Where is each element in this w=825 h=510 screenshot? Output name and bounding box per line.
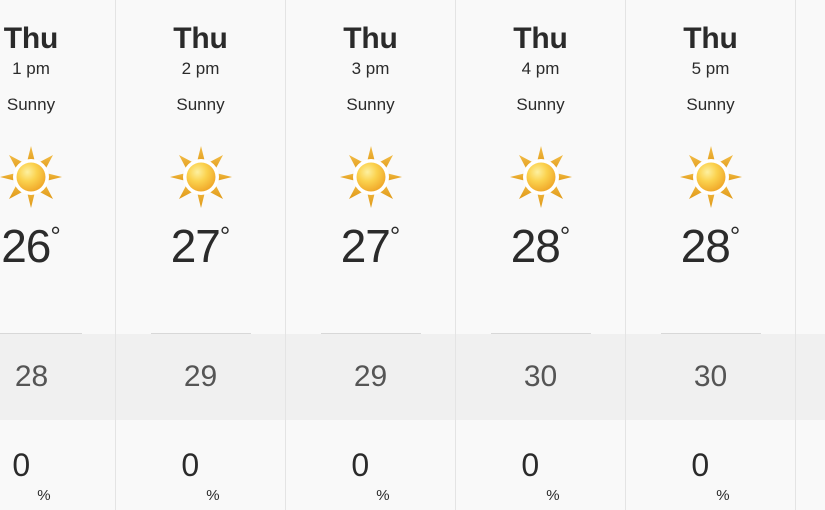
feels-like-row-background: [0, 334, 825, 420]
feels-like-value: 30: [693, 360, 728, 393]
day-label: Thu: [173, 22, 228, 55]
temperature-value: 27: [170, 220, 221, 272]
precipitation-value: 0: [12, 447, 31, 483]
day-label: Thu: [3, 22, 59, 55]
temperature-display: 28 °: [681, 217, 741, 275]
condition-label: Sunny: [176, 95, 225, 114]
temperature-underline: [151, 333, 251, 334]
temperature-underline: [491, 333, 591, 334]
day-label: Thu: [343, 22, 398, 55]
feels-like-cell: 28: [0, 334, 116, 420]
sunny-icon: [509, 145, 573, 209]
time-label: 4 pm: [521, 59, 560, 78]
day-label: Thu: [683, 22, 738, 55]
percent-symbol: %: [546, 487, 560, 504]
precipitation-cell: 0 %: [116, 420, 285, 510]
hour-column[interactable]: Thu 5 pm Sunny: [626, 0, 796, 510]
sunny-icon: [169, 145, 233, 209]
percent-symbol: %: [37, 487, 51, 504]
condition-label: Sunny: [686, 95, 735, 114]
temperature-value: 27: [340, 220, 391, 272]
temperature-display: 27 °: [341, 217, 401, 275]
hour-column[interactable]: Thu 1 pm Sunny: [0, 0, 116, 510]
precipitation-value: 0: [521, 447, 540, 483]
temperature-value: 28: [510, 220, 561, 272]
precipitation-cell: 0 %: [456, 420, 625, 510]
precipitation-value: 0: [351, 447, 370, 483]
feels-like-cell: 30: [626, 334, 795, 420]
degree-symbol: °: [219, 221, 231, 251]
temperature-underline: [0, 333, 82, 334]
condition-label: Sunny: [6, 95, 56, 114]
degree-symbol: °: [559, 221, 571, 251]
precipitation-value: 0: [181, 447, 200, 483]
precipitation-cell: 0 %: [626, 420, 795, 510]
temperature-underline: [661, 333, 761, 334]
percent-symbol: %: [206, 487, 220, 504]
sunny-icon: [339, 145, 403, 209]
precipitation-value: 0: [691, 447, 710, 483]
hour-column[interactable]: Thu 2 pm Sunny: [116, 0, 286, 510]
temperature-display: 28 °: [511, 217, 571, 275]
hour-columns-track[interactable]: Thu 1 pm Sunny: [0, 0, 796, 510]
hour-column[interactable]: Thu 4 pm Sunny: [456, 0, 626, 510]
feels-like-cell: 30: [456, 334, 625, 420]
precipitation-cell: 0 %: [0, 420, 116, 510]
time-label: 3 pm: [351, 59, 390, 78]
degree-symbol: °: [50, 221, 61, 251]
feels-like-cell: 29: [116, 334, 285, 420]
temperature-value: 26: [1, 220, 51, 272]
temperature-display: 27 °: [171, 217, 231, 275]
time-label: 5 pm: [691, 59, 730, 78]
feels-like-value: 30: [523, 360, 558, 393]
feels-like-value: 29: [353, 360, 388, 393]
sunny-icon: [679, 145, 743, 209]
temperature-underline: [321, 333, 421, 334]
time-label: 2 pm: [181, 59, 220, 78]
feels-like-cell: 29: [286, 334, 455, 420]
degree-symbol: °: [389, 221, 401, 251]
condition-label: Sunny: [516, 95, 565, 114]
percent-symbol: %: [716, 487, 730, 504]
sunny-icon: [0, 145, 63, 209]
condition-label: Sunny: [346, 95, 395, 114]
temperature-display: 26 °: [1, 217, 61, 275]
degree-symbol: °: [729, 221, 741, 251]
temperature-value: 28: [680, 220, 731, 272]
feels-like-value: 29: [183, 360, 218, 393]
percent-symbol: %: [376, 487, 390, 504]
precipitation-cell: 0 %: [286, 420, 455, 510]
feels-like-value: 28: [14, 360, 49, 393]
hour-column[interactable]: Thu 3 pm Sunny: [286, 0, 456, 510]
time-label: 1 pm: [12, 59, 50, 78]
day-label: Thu: [513, 22, 568, 55]
